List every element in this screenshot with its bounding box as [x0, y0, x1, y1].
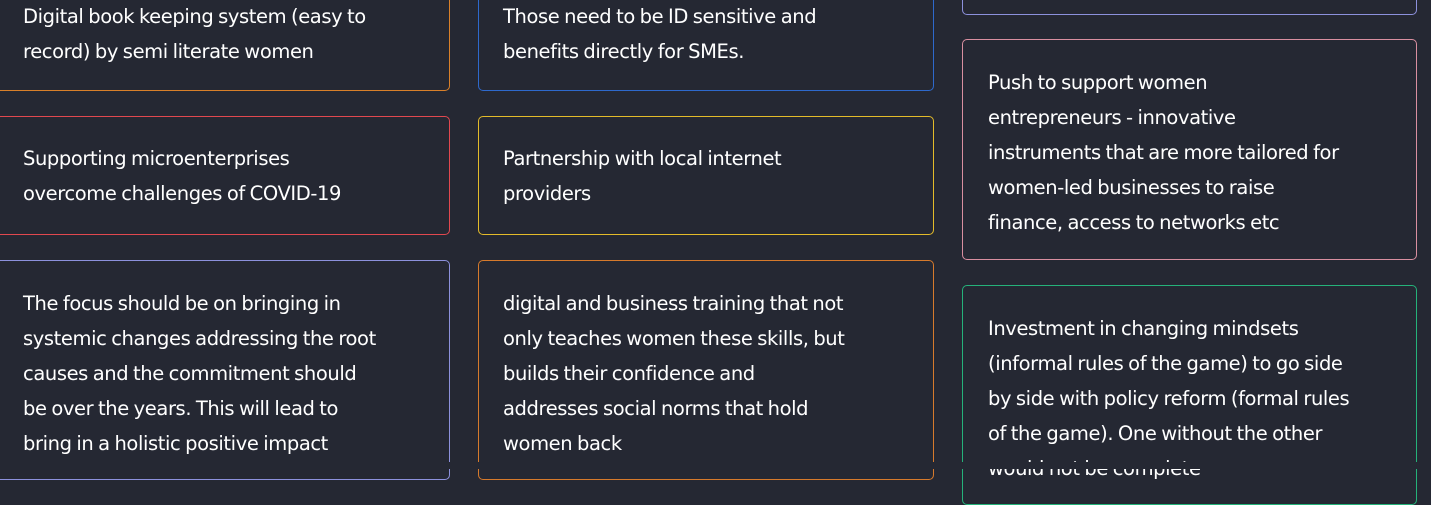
- text-line: Investment in changing mindsets: [988, 317, 1299, 340]
- text-line: Those need to be ID sensitive and: [503, 5, 817, 28]
- text-line: only teaches women these skills, but: [503, 327, 845, 350]
- text-line: women back: [503, 432, 622, 455]
- text-line: (informal rules of the game) to go side: [988, 352, 1343, 375]
- text-line: digital and business training that not: [503, 292, 844, 315]
- sticky-note-text: Partnership with local internet provider…: [503, 141, 782, 211]
- sticky-note-internet-partnership[interactable]: Partnership with local internet provider…: [478, 116, 934, 235]
- text-line: Push to support women: [988, 71, 1208, 94]
- text-line: instruments that are more tailored for: [988, 141, 1339, 164]
- sticky-note-text: The focus should be on bringing in syste…: [23, 286, 376, 461]
- sticky-note-text: Push to support women entrepreneurs - in…: [988, 65, 1339, 240]
- text-line: builds their confidence and: [503, 362, 755, 385]
- text-line: benefits directly for SMEs.: [503, 40, 745, 63]
- sticky-note-text: Digital book keeping system (easy to rec…: [23, 0, 366, 69]
- text-line: Digital book keeping system (easy to: [23, 5, 366, 28]
- sticky-note-changing-mindsets[interactable]: Investment in changing mindsets (informa…: [962, 285, 1417, 505]
- sticky-note-women-entrepreneurs[interactable]: Push to support women entrepreneurs - in…: [962, 39, 1417, 260]
- text-line: Supporting microenterprises: [23, 147, 290, 170]
- sticky-note-text: Supporting microenterprises overcome cha…: [23, 141, 341, 211]
- text-line: of the game). One without the other: [988, 422, 1323, 445]
- sticky-note-text: digital and business training that not o…: [503, 286, 845, 461]
- partial-card-top-right[interactable]: [962, 0, 1417, 15]
- text-line: overcome challenges of COVID-19: [23, 182, 342, 205]
- text-line: be over the years. This will lead to: [23, 397, 339, 420]
- text-line: Partnership with local internet: [503, 147, 782, 170]
- text-line: by side with policy reform (formal rules: [988, 387, 1350, 410]
- text-line: addresses social norms that hold: [503, 397, 809, 420]
- sticky-note-systemic-changes[interactable]: The focus should be on bringing in syste…: [0, 260, 450, 480]
- text-line: systemic changes addressing the root: [23, 327, 376, 350]
- text-line: finance, access to networks etc: [988, 211, 1280, 234]
- sticky-note-text: Those need to be ID sensitive and benefi…: [503, 0, 817, 69]
- text-line: entrepreneurs - innovative: [988, 106, 1236, 129]
- sticky-note-digital-training[interactable]: digital and business training that not o…: [478, 260, 934, 480]
- text-line: The focus should be on bringing in: [23, 292, 341, 315]
- sticky-note-id-sensitive[interactable]: Those need to be ID sensitive and benefi…: [478, 0, 934, 91]
- text-line: bring in a holistic positive impact: [23, 432, 328, 455]
- text-line: record) by semi literate women: [23, 40, 314, 63]
- text-line: causes and the commitment should: [23, 362, 357, 385]
- text-line: women-led businesses to raise: [988, 176, 1275, 199]
- sticky-note-microenterprises[interactable]: Supporting microenterprises overcome cha…: [0, 116, 450, 235]
- canvas-bottom-edge: [0, 462, 1431, 469]
- text-line: providers: [503, 182, 591, 205]
- sticky-note-bookkeeping[interactable]: Digital book keeping system (easy to rec…: [0, 0, 450, 91]
- sticky-note-text: Investment in changing mindsets (informa…: [988, 311, 1350, 486]
